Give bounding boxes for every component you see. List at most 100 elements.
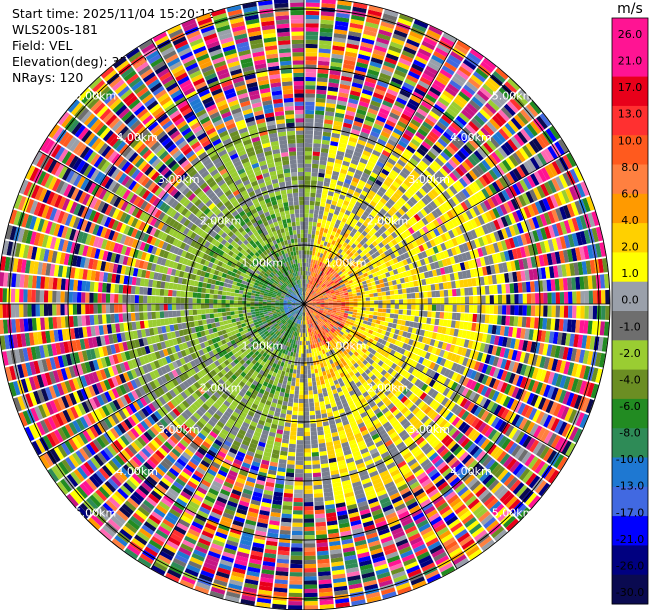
velocity-gate [305,283,308,288]
velocity-gate [315,97,326,103]
velocity-gate [324,269,329,274]
velocity-gate [513,282,519,293]
velocity-gate [263,37,277,43]
velocity-gate [357,263,363,268]
velocity-gate [481,235,489,246]
velocity-gate [471,167,482,178]
velocity-gate [332,236,338,242]
velocity-gate [238,290,244,294]
velocity-gate [370,153,379,161]
velocity-gate [304,254,307,259]
velocity-gate [410,138,421,147]
velocity-gate [320,302,325,304]
velocity-gate [354,273,360,278]
velocity-gate [283,168,291,174]
velocity-gate [348,257,354,263]
velocity-gate [368,289,374,294]
velocity-gate [440,134,451,145]
velocity-gate [448,158,458,169]
velocity-gate [323,181,330,187]
velocity-gate [489,136,500,149]
velocity-gate [271,86,282,92]
velocity-gate [209,308,214,314]
velocity-gate [250,309,255,313]
velocity-gate [305,68,317,73]
velocity-gate [225,299,230,304]
velocity-gate [345,244,351,250]
velocity-gate [526,123,538,137]
velocity-gate [226,287,232,292]
velocity-gate [571,277,577,290]
velocity-gate [304,159,312,164]
velocity-gate [298,188,304,193]
velocity-gate [545,128,557,142]
velocity-gate [419,76,432,86]
velocity-gate [544,226,552,239]
velocity-gate [317,270,321,275]
velocity-gate [315,273,319,279]
velocity-gate [155,296,160,304]
velocity-gate [408,207,417,216]
velocity-gate [447,83,460,94]
velocity-gate [52,304,57,316]
velocity-gate [359,274,365,279]
velocity-gate [348,252,354,258]
velocity-gate [306,292,309,297]
velocity-gate [340,250,346,256]
velocity-gate [310,242,314,247]
velocity-gate [280,68,292,74]
velocity-gate [470,153,481,164]
velocity-gate [206,283,212,289]
velocity-gate [363,263,369,269]
velocity-gate [282,236,287,241]
velocity-gate [451,237,459,247]
velocity-gate [502,294,507,304]
velocity-gate [520,233,528,246]
velocity-gate [295,118,304,123]
velocity-gate [356,165,365,172]
velocity-gate [329,208,335,214]
velocity-gate [341,268,346,273]
velocity-gate [349,301,354,304]
velocity-gate [299,275,302,280]
velocity-gate [268,69,280,76]
velocity-gate [358,100,370,108]
velocity-gate [289,205,295,211]
velocity-gate [385,272,391,278]
velocity-gate [269,78,281,84]
velocity-gate [393,192,401,200]
velocity-gate [109,304,115,313]
velocity-gate [388,259,395,266]
velocity-gate [373,276,379,281]
velocity-gate [387,265,393,272]
velocity-gate [310,188,317,194]
velocity-gate [300,283,303,288]
velocity-gate [359,239,366,246]
velocity-gate [374,45,387,53]
velocity-gate [309,205,315,210]
velocity-gate [441,258,448,267]
velocity-gate [312,163,319,169]
velocity-gate [414,55,428,65]
velocity-gate [347,102,358,109]
velocity-gate [316,89,327,95]
velocity-gate [299,262,303,267]
velocity-gate [163,289,169,296]
velocity-gate [481,246,488,256]
velocity-gate [290,163,297,169]
velocity-gate [379,218,386,226]
velocity-gate [430,188,439,198]
velocity-gate [404,191,413,199]
velocity-gate [246,312,252,316]
velocity-gate [378,235,385,242]
velocity-gate [490,195,499,207]
velocity-gate [463,279,469,288]
velocity-gate [365,240,372,246]
velocity-gate [114,313,120,323]
velocity-gate [555,237,563,250]
velocity-gate [437,72,451,83]
velocity-gate [363,210,370,218]
velocity-gate [19,289,24,303]
velocity-gate [289,151,297,156]
velocity-gate [394,262,401,269]
